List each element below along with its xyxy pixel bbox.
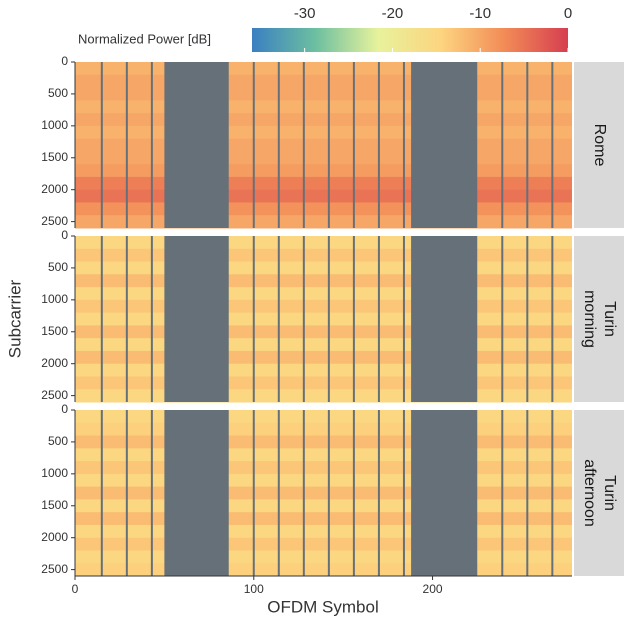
y-tick-label: 2000	[41, 182, 68, 196]
x-tick-label: 200	[423, 582, 443, 596]
y-tick-label: 500	[48, 260, 68, 274]
heat-band	[75, 299, 572, 314]
facet-strip: Turin afternoon	[574, 410, 624, 576]
y-tick-label: 1000	[41, 466, 68, 480]
heat-band	[75, 113, 572, 127]
colorbar-tick-label: -10	[469, 5, 491, 22]
heat-band	[75, 138, 572, 152]
empty-range	[164, 236, 229, 402]
colorbar-tick-label: -20	[382, 5, 404, 22]
heat-band	[75, 274, 572, 288]
heat-band	[75, 74, 572, 89]
heat-band	[75, 461, 572, 475]
heat-band	[75, 524, 572, 539]
y-tick-label: 2500	[41, 562, 68, 576]
facet-strip: Turin morning	[574, 236, 624, 402]
y-tick-label: 500	[48, 86, 68, 100]
y-tick-label: 2000	[41, 530, 68, 544]
heat-band	[75, 550, 572, 564]
facet-label: Turin morning	[581, 290, 619, 348]
empty-range	[411, 62, 478, 228]
x-tick-label: 0	[72, 582, 79, 596]
y-tick-label: 2500	[41, 214, 68, 228]
facet-strip: Rome	[574, 62, 624, 228]
heat-band	[75, 176, 572, 191]
colorbar-tick-label: -30	[294, 5, 316, 22]
colorbar-tick-label: 0	[564, 5, 572, 22]
heat-band	[75, 363, 572, 377]
legend-title: Normalized Power [dB]	[78, 31, 211, 46]
empty-range	[411, 236, 478, 402]
heat-band	[75, 248, 572, 263]
heat-band	[75, 325, 572, 339]
heat-band	[75, 563, 572, 577]
x-axis-title: OFDM Symbol	[267, 597, 378, 616]
heat-band	[75, 338, 572, 352]
heat-band	[75, 236, 572, 250]
heat-band	[75, 376, 572, 390]
heat-band	[75, 100, 572, 114]
heat-band	[75, 537, 572, 551]
heat-band	[75, 389, 572, 403]
y-axis-title: Subcarrier	[5, 279, 24, 358]
y-tick-label: 0	[61, 54, 68, 68]
heat-band	[75, 164, 572, 178]
heat-band	[75, 312, 572, 326]
empty-range	[164, 62, 229, 228]
y-tick-label: 500	[48, 434, 68, 448]
y-tick-label: 0	[61, 228, 68, 242]
heat-band	[75, 151, 572, 165]
heat-band	[75, 125, 572, 140]
heat-band	[75, 287, 572, 301]
heat-band	[75, 350, 572, 365]
x-tick-label: 100	[244, 582, 264, 596]
y-tick-label: 2000	[41, 356, 68, 370]
heat-band	[75, 87, 572, 101]
y-tick-label: 1500	[41, 150, 68, 164]
heat-band	[75, 422, 572, 437]
facet-label: Turin afternoon	[581, 459, 619, 527]
empty-range	[164, 410, 229, 576]
heat-band	[75, 261, 572, 275]
empty-range	[411, 410, 478, 576]
heat-band	[75, 512, 572, 526]
heat-band	[75, 189, 572, 203]
heat-band	[75, 435, 572, 449]
colorbar	[252, 28, 568, 52]
heat-band	[75, 410, 572, 424]
heat-band	[75, 215, 572, 229]
y-tick-label: 2500	[41, 388, 68, 402]
y-tick-label: 1500	[41, 498, 68, 512]
heat-band	[75, 448, 572, 462]
y-tick-label: 1500	[41, 324, 68, 338]
heat-band	[75, 473, 572, 488]
heat-band	[75, 62, 572, 76]
y-tick-label: 1000	[41, 292, 68, 306]
heat-band	[75, 202, 572, 216]
heat-band	[75, 499, 572, 513]
y-tick-label: 0	[61, 402, 68, 416]
y-tick-label: 1000	[41, 118, 68, 132]
heat-band	[75, 486, 572, 500]
facet-label: Rome	[591, 123, 608, 167]
